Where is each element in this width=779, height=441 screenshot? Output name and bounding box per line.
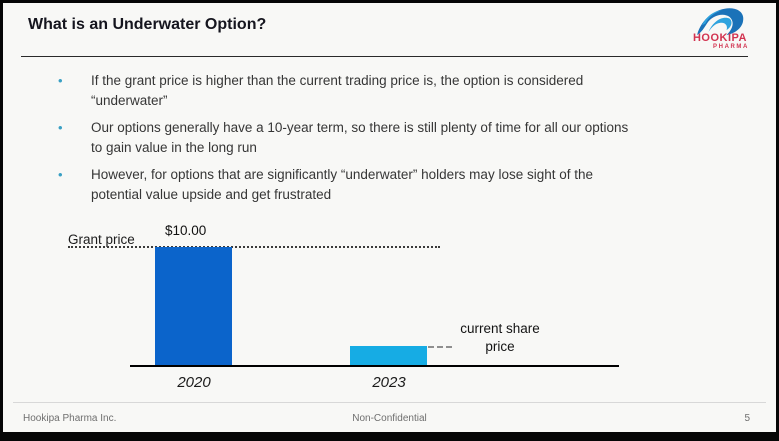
current-share-price-label: current share price [460, 321, 540, 354]
logo-subtitle: PHARMA [713, 44, 749, 50]
wave-logo-icon [690, 4, 750, 40]
bullet-item: If the grant price is higher than the cu… [48, 71, 703, 110]
footer-confidentiality: Non-Confidential [352, 413, 427, 424]
bar-2023 [350, 346, 427, 365]
logo-wordmark: HOOKIPA [692, 32, 748, 44]
title-divider [21, 56, 748, 57]
grant-price-dotted-line [68, 246, 440, 248]
bullet-item: However, for options that are significan… [48, 165, 703, 204]
hookipa-logo: HOOKIPA PHARMA [674, 4, 766, 51]
bar-2020-value-label: $10.00 [165, 223, 207, 238]
bullet-list: If the grant price is higher than the cu… [48, 71, 703, 212]
bar-2020 [155, 247, 232, 365]
grant-price-label: Grant price [68, 232, 135, 247]
x-tick-2023: 2023 [372, 374, 406, 391]
footer-divider [13, 402, 766, 403]
x-tick-2020: 2020 [177, 374, 211, 391]
x-axis [130, 365, 619, 367]
current-share-dashed-line [428, 346, 452, 348]
footer-page-number: 5 [744, 413, 750, 424]
bullet-item: Our options generally have a 10-year ter… [48, 118, 703, 157]
footer-company: Hookipa Pharma Inc. [23, 413, 117, 424]
page-title: What is an Underwater Option? [28, 16, 267, 33]
